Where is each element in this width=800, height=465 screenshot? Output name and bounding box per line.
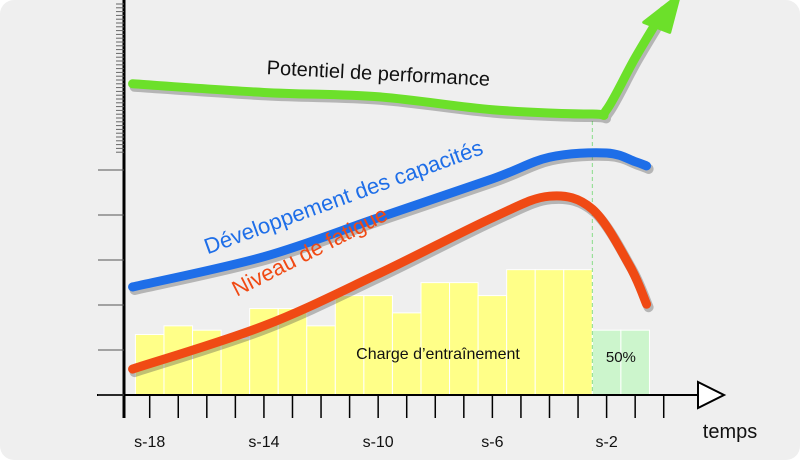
charge-bar [620,329,650,396]
x-axis-arrowhead [697,380,727,410]
fatigue-curve [128,191,652,374]
curves-layer [128,0,680,378]
x-tick-label: s-2 [595,434,617,451]
reduced-load-annotation: 50% [606,349,636,366]
charge-bar [449,282,479,396]
charge-bar [506,269,536,396]
x-tick-label: s-14 [248,434,279,451]
x-axis-label: temps [703,421,757,443]
charge-series-label: Charge d’entraînement [356,346,520,363]
performance-curve [128,5,669,120]
performance-arrowhead [642,0,680,34]
x-tick-label: s-18 [134,434,165,451]
charge-bar [363,295,393,396]
charge-bar [563,269,593,396]
x-tick-label: s-10 [363,434,394,451]
charge-bar [534,269,565,396]
charge-bar [477,295,508,396]
charge-bar [334,295,365,396]
charge-bar [420,282,451,396]
axes-layer [97,0,727,418]
capacity-curve [128,148,652,292]
charge-bar [306,325,336,396]
x-tick-label: s-6 [481,434,503,451]
